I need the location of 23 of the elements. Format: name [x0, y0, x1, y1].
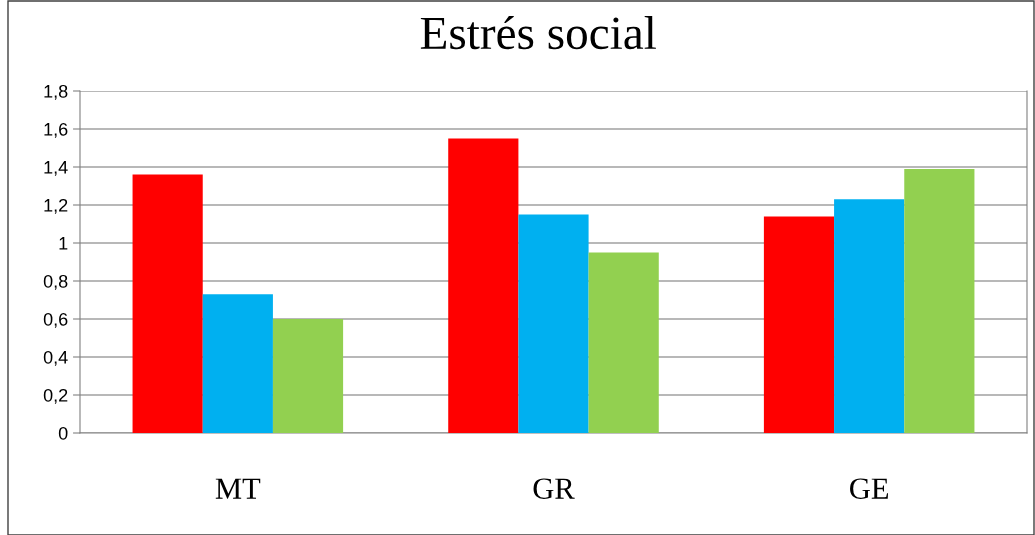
y-tick-label: 1,8	[44, 84, 68, 100]
y-tick-label: 0,6	[43, 312, 68, 328]
x-tick-label: GR	[533, 478, 575, 499]
bar	[448, 138, 519, 433]
bar	[588, 252, 659, 433]
y-tick-label: 1,6	[44, 122, 68, 138]
x-tick-label: GE	[850, 478, 889, 499]
bar	[132, 174, 203, 433]
y-tick-label: 0,8	[43, 274, 68, 290]
x-tick-label: MT	[215, 478, 261, 499]
bar	[763, 216, 835, 433]
y-tick-label: 0,2	[43, 388, 68, 404]
bar	[518, 214, 589, 433]
bar	[834, 199, 905, 433]
bar	[904, 168, 975, 433]
y-tick-label: 0	[58, 426, 68, 440]
bar	[202, 294, 273, 433]
y-tick-label: 1,4	[44, 161, 68, 176]
bar	[272, 319, 344, 433]
chart-title: Estrés social	[420, 15, 656, 50]
y-tick-label: 1	[59, 237, 68, 250]
y-tick-label: 0,4	[43, 350, 68, 366]
y-tick-label: 1,2	[44, 198, 68, 214]
